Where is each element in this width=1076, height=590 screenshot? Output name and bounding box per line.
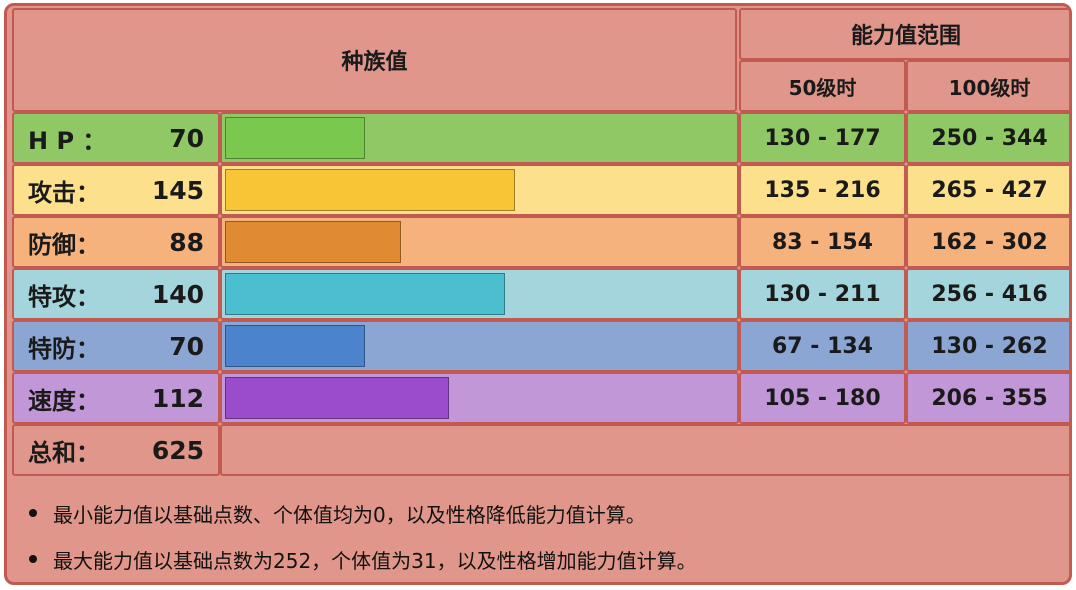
stat-label-cell: 特防： 70 [12,320,220,372]
range-level100: 265 - 427 [906,164,1069,216]
range-level100: 130 - 262 [906,320,1069,372]
level100-header: 100级时 [906,60,1069,112]
stat-bar-cell [220,216,739,268]
bullet-icon [29,509,37,517]
stat-value: 70 [169,331,204,361]
stat-label: 速度： [28,386,100,415]
stat-bar-cell [220,268,739,320]
total-empty-cell [220,424,1069,476]
range-level100-text: 206 - 355 [931,385,1048,411]
stat-value: 70 [169,123,204,153]
range-level100: 250 - 344 [906,112,1069,164]
stats-table: 种族值 能力值范围 50级时 100级时 H P ： 70 130 - 177 25… [4,3,1072,585]
range-level50-text: 130 - 211 [764,281,881,307]
range-level100-text: 130 - 262 [931,333,1048,359]
range-level50: 130 - 177 [739,112,906,164]
note-min: 最小能力值以基础点数、个体值均为0，以及性格降低能力值计算。 [29,498,646,528]
stat-value: 88 [169,227,204,257]
total-value: 625 [151,435,204,465]
range-level50-text: 135 - 216 [764,177,881,203]
range-level100-text: 265 - 427 [931,177,1048,203]
stat-range-title: 能力值范围 [850,24,961,49]
stat-label: 防御： [28,230,100,259]
stat-label-cell: 防御： 88 [12,216,220,268]
bullet-icon [29,555,37,563]
level50-header: 50级时 [739,60,906,112]
note-min-text: 最小能力值以基础点数、个体值均为0，以及性格降低能力值计算。 [53,502,646,527]
stat-label-cell: H P ： 70 [12,112,220,164]
stat-bar-cell [220,320,739,372]
stat-label-cell: 特攻： 140 [12,268,220,320]
range-level50: 135 - 216 [739,164,906,216]
range-level100: 206 - 355 [906,372,1069,424]
stat-bar [225,117,365,159]
stat-value: 112 [151,383,204,413]
range-level50-text: 83 - 154 [772,229,873,255]
stat-bar-cell [220,372,739,424]
range-level50: 83 - 154 [739,216,906,268]
stat-bar [225,325,365,367]
note-max-text: 最大能力值以基础点数为252，个体值为31，以及性格增加能力值计算。 [53,548,697,573]
stat-label: 特攻： [28,282,100,311]
range-level100: 162 - 302 [906,216,1069,268]
note-max: 最大能力值以基础点数为252，个体值为31，以及性格增加能力值计算。 [29,544,697,574]
range-level50: 105 - 180 [739,372,906,424]
stat-label-cell: 速度： 112 [12,372,220,424]
range-level50: 67 - 134 [739,320,906,372]
range-level50: 130 - 211 [739,268,906,320]
total-label-cell: 总和： 625 [12,424,220,476]
stat-bar-cell [220,112,739,164]
stat-range-header: 能力值范围 [739,8,1069,60]
stat-bar [225,377,449,419]
total-label: 总和： [28,438,100,467]
stat-value: 145 [151,175,204,205]
stat-label: H P ： [28,126,107,155]
range-level50-text: 67 - 134 [772,333,873,359]
range-level100: 256 - 416 [906,268,1069,320]
level50-label: 50级时 [788,75,857,100]
stat-bar [225,221,401,263]
stat-value: 140 [151,279,204,309]
stat-bar [225,273,505,315]
range-level100-text: 256 - 416 [931,281,1048,307]
base-stats-header-box [12,8,737,112]
stat-label-cell: 攻击： 145 [12,164,220,216]
stat-label: 攻击： [28,178,100,207]
stat-bar-cell [220,164,739,216]
base-stats-title: 种族值 [341,50,408,75]
level100-label: 100级时 [948,75,1031,100]
stat-label: 特防： [28,334,100,363]
range-level100-text: 162 - 302 [931,229,1048,255]
range-level50-text: 105 - 180 [764,385,881,411]
stat-bar [225,169,515,211]
range-level50-text: 130 - 177 [764,125,881,151]
range-level100-text: 250 - 344 [931,125,1048,151]
base-stats-header: 种族值 [12,8,737,112]
